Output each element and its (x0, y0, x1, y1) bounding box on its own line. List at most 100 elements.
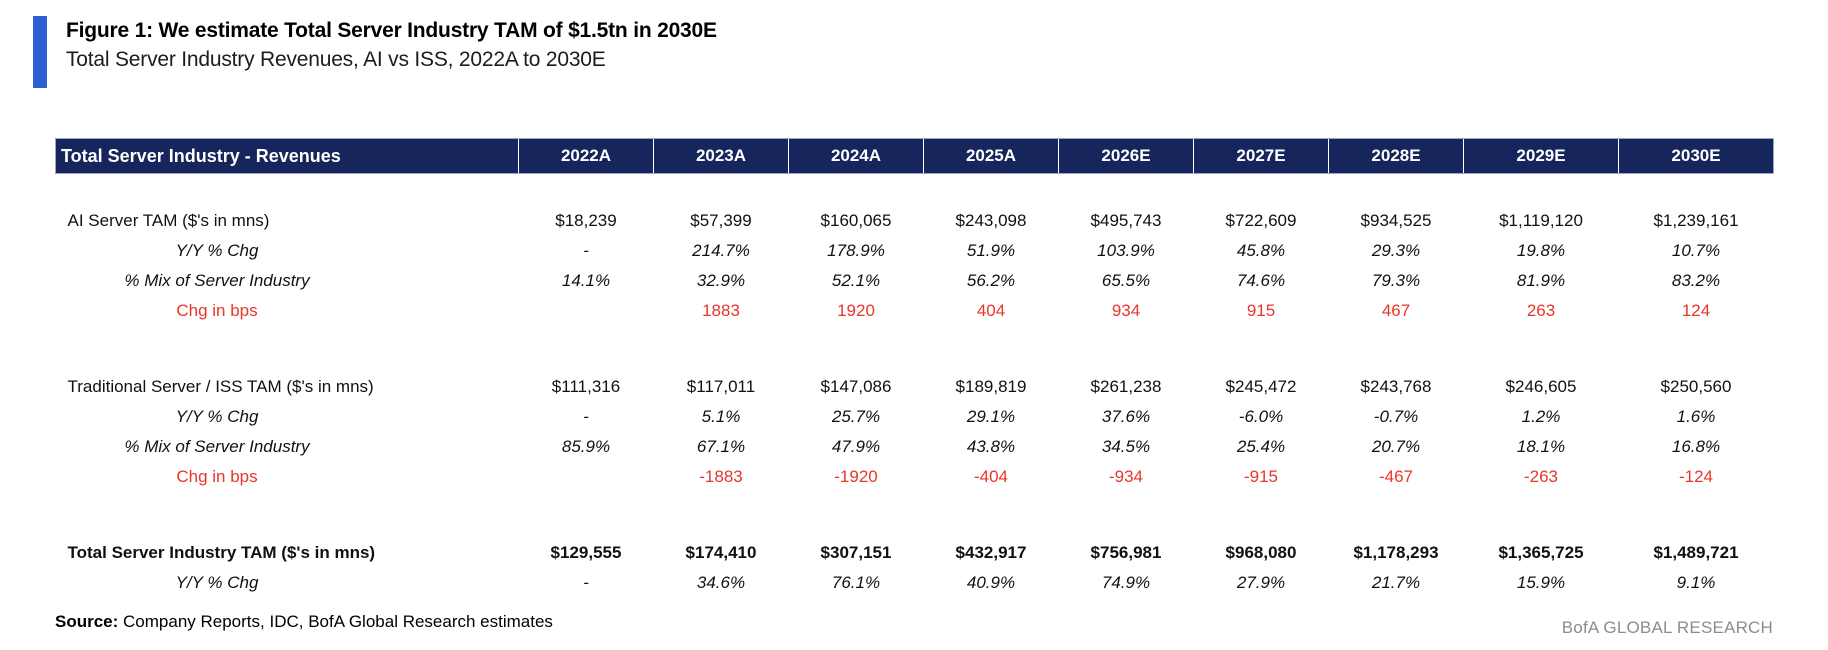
table-cell: 214.7% (692, 241, 750, 260)
table-cell: 29.3% (1371, 241, 1421, 260)
table-row-total: Total Server Industry TAM ($'s in mns) $1… (56, 538, 1774, 568)
table-cell: 43.8% (966, 437, 1016, 456)
table-cell: $756,981 (1090, 543, 1162, 562)
table-cell (519, 462, 654, 492)
table-row-traditional-server: Chg in bps -1883 -1920 -404 -934 -915 -467 -263… (56, 462, 1774, 492)
header-year-2027e: 2027E (1193, 138, 1329, 174)
table-row-ai-server: % Mix of Server Industry 14.1% 32.9% 52.1% 5… (56, 266, 1774, 296)
table-cell: $1,178,293 (1353, 543, 1439, 562)
table-cell: $934,525 (1360, 211, 1432, 230)
revenue-table: Total Server Industry - Revenues 2022A 202… (55, 138, 1774, 598)
table-row-ai-server: Y/Y % Chg - 214.7% 178.9% 51.9% 103.9% 45.8% 29… (56, 236, 1774, 266)
table-cell: 56.2% (966, 271, 1016, 290)
table-cell: 5.1% (701, 407, 741, 426)
table-cell: 79.3% (1371, 271, 1421, 290)
table-cell: 67.1% (696, 437, 746, 456)
table-cell: $147,086 (820, 377, 892, 396)
table-cell: 74.9% (1101, 573, 1151, 592)
row-label: Chg in bps (176, 467, 258, 486)
row-label: Traditional Server / ISS TAM ($'s in mns… (67, 377, 374, 396)
brand-footer: BofA GLOBAL RESEARCH (1561, 618, 1773, 637)
table-cell: 10.7% (1671, 241, 1721, 260)
table-cell: $968,080 (1225, 543, 1297, 562)
source-label: Source: (55, 612, 119, 631)
table-cell: 21.7% (1371, 573, 1421, 592)
table-cell: 51.9% (966, 241, 1016, 260)
table-cell: 52.1% (831, 271, 881, 290)
row-label: Y/Y % Chg (175, 573, 259, 592)
table-cell: $245,472 (1225, 377, 1297, 396)
header-row-label: Total Server Industry - Revenues (55, 138, 519, 174)
table-cell: $243,768 (1360, 377, 1432, 396)
table-cell: -0.7% (1373, 407, 1419, 426)
table-cell: $174,410 (685, 543, 757, 562)
table-cell: 25.4% (1236, 437, 1286, 456)
header-year-2022a: 2022A (518, 138, 654, 174)
table-cell: 9.1% (1676, 573, 1716, 592)
table-cell: 124 (1681, 301, 1711, 320)
spacer-row (56, 492, 1774, 538)
figure-title: Figure 1: We estimate Total Server Indus… (66, 19, 717, 42)
row-label: Y/Y % Chg (175, 407, 259, 426)
row-label: AI Server TAM ($'s in mns) (67, 211, 270, 230)
spacer-row (56, 326, 1774, 372)
table-cell: 15.9% (1516, 573, 1566, 592)
table-cell: $432,917 (955, 543, 1027, 562)
table-cell (519, 296, 654, 326)
table-cell: 32.9% (696, 271, 746, 290)
table-cell: -1883 (699, 467, 743, 486)
header-year-2028e: 2028E (1328, 138, 1464, 174)
table-cell: - (583, 241, 589, 260)
spacer-cell (56, 492, 1774, 538)
table-cell: 16.8% (1671, 437, 1721, 456)
table-cell: -404 (973, 467, 1009, 486)
source-line: Source: Company Reports, IDC, BofA Globa… (55, 612, 1828, 632)
table-cell: -934 (1108, 467, 1144, 486)
table-cell: -467 (1378, 467, 1414, 486)
figure-subtitle: Total Server Industry Revenues, AI vs IS… (66, 48, 606, 72)
table-cell: $1,489,721 (1653, 543, 1739, 562)
table-cell: $495,743 (1090, 211, 1162, 230)
header-year-2030e: 2030E (1618, 138, 1774, 174)
table-cell: 467 (1381, 301, 1411, 320)
table-cell: 14.1% (561, 271, 611, 290)
table-cell: 34.5% (1101, 437, 1151, 456)
table-row-traditional-server: Traditional Server / ISS TAM ($'s in mns… (56, 372, 1774, 402)
table-cell: 40.9% (966, 573, 1016, 592)
row-label: Y/Y % Chg (175, 241, 259, 260)
table-cell: 178.9% (827, 241, 885, 260)
table-cell: $243,098 (955, 211, 1027, 230)
table-cell: $160,065 (820, 211, 892, 230)
table-cell: -263 (1523, 467, 1559, 486)
table-cell: -124 (1678, 467, 1714, 486)
table-cell: 1.2% (1521, 407, 1561, 426)
table-cell: 34.6% (696, 573, 746, 592)
table-cell: 45.8% (1236, 241, 1286, 260)
header-year-2029e: 2029E (1463, 138, 1619, 174)
table-cell: 915 (1246, 301, 1276, 320)
table-cell: $1,239,161 (1653, 211, 1739, 230)
table-cell: 20.7% (1371, 437, 1421, 456)
row-label: Total Server Industry TAM ($'s in mns) (67, 543, 376, 562)
table-cell: 103.9% (1097, 241, 1155, 260)
header-year-2024a: 2024A (788, 138, 924, 174)
table-cell: $18,239 (555, 211, 617, 230)
spacer-cell (56, 174, 1774, 207)
title-text-group: Figure 1: We estimate Total Server Indus… (66, 16, 717, 88)
table-cell: 1.6% (1676, 407, 1716, 426)
table-cell: 404 (976, 301, 1006, 320)
source-text: Company Reports, IDC, BofA Global Resear… (118, 612, 553, 631)
table-cell: 1920 (837, 301, 875, 320)
table-cell: 27.9% (1236, 573, 1286, 592)
table-row-traditional-server: Y/Y % Chg - 5.1% 25.7% 29.1% 37.6% -6.0% -0.7% 1… (56, 402, 1774, 432)
spacer-row (56, 174, 1774, 207)
table-cell: - (583, 407, 589, 426)
table-row-ai-server: Chg in bps 1883 1920 404 934 915 467 263 124 (56, 296, 1774, 326)
table-cell: -1920 (834, 467, 878, 486)
table-cell: $111,316 (551, 377, 621, 396)
table-cell: - (583, 573, 589, 592)
table-cell: $1,365,725 (1498, 543, 1584, 562)
header-year-2023a: 2023A (653, 138, 789, 174)
table-cell: 81.9% (1516, 271, 1566, 290)
table-cell: -6.0% (1238, 407, 1284, 426)
